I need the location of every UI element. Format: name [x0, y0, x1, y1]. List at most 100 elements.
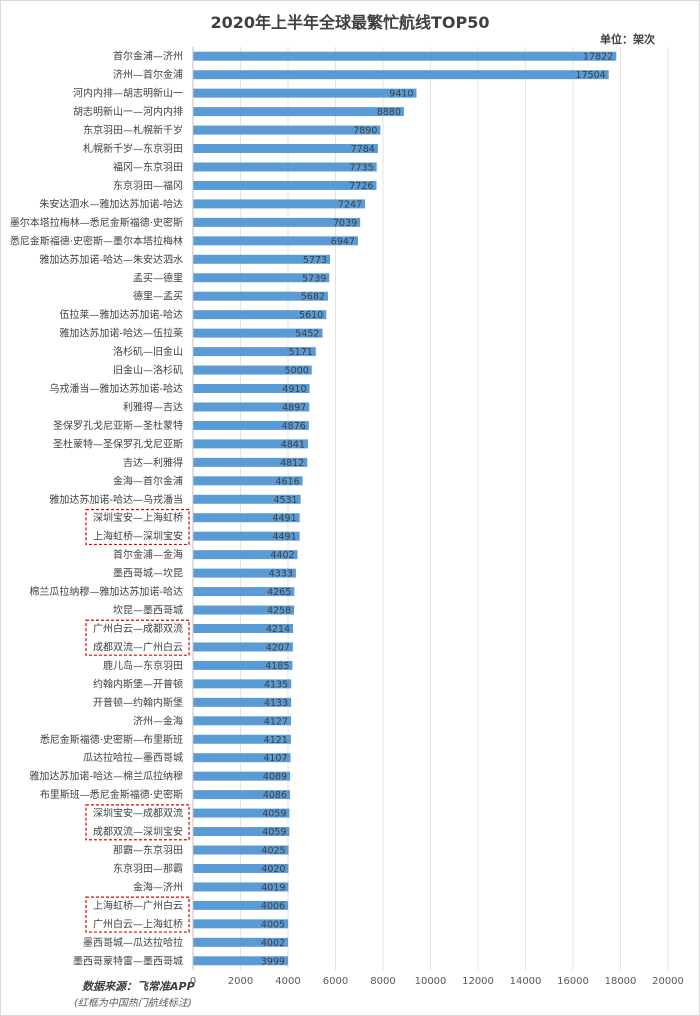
bar — [193, 900, 289, 910]
x-tick-label: 18000 — [605, 976, 637, 987]
category-label: 深圳宝安—成都双流 — [93, 807, 183, 820]
bar — [193, 845, 289, 855]
bar — [193, 494, 301, 504]
data-label: 4214 — [266, 624, 290, 635]
category-label: 乌戎潘当—雅加达苏加诺-哈达 — [49, 382, 183, 395]
category-label: 开普顿—约翰内斯堡 — [93, 696, 183, 709]
category-label: 胡志明新山一—河内内排 — [73, 105, 183, 118]
data-label: 4002 — [261, 938, 285, 949]
bar — [193, 291, 328, 301]
bar — [193, 956, 288, 966]
data-label: 4531 — [273, 495, 297, 506]
bar — [193, 790, 291, 800]
category-label: 圣杜蒙特—圣保罗孔戈尼亚斯 — [53, 437, 183, 450]
category-label: 札幌新千岁—东京羽田 — [83, 142, 183, 155]
bar — [193, 347, 316, 357]
category-label: 布里斯班—悉尼金斯福德·史密斯 — [40, 788, 183, 801]
highlight-box — [85, 619, 190, 656]
x-tick-label: 8000 — [370, 976, 395, 987]
highlight-box — [85, 508, 190, 546]
bar — [193, 107, 404, 117]
bar — [193, 365, 312, 375]
x-tick-label: 2000 — [228, 976, 253, 987]
bar — [193, 476, 303, 486]
data-label: 4133 — [264, 698, 288, 709]
data-label: 4207 — [266, 642, 290, 653]
data-label: 4258 — [267, 606, 291, 617]
bar — [193, 660, 293, 670]
bar — [193, 384, 310, 394]
bar — [193, 457, 308, 467]
data-label: 17822 — [583, 52, 613, 63]
x-tick-label: 16000 — [557, 976, 589, 987]
bar — [193, 605, 295, 615]
category-label: 悉尼金斯福德·史密斯—墨尔本塔拉梅林 — [10, 234, 183, 247]
bar — [193, 420, 309, 430]
data-label: 7784 — [351, 144, 375, 155]
category-label: 墨西哥城—瓜达拉哈拉 — [83, 936, 183, 949]
data-label: 4491 — [272, 513, 296, 524]
category-label: 济州—金海 — [133, 714, 183, 727]
category-label: 德里—孟买 — [133, 290, 183, 303]
bar — [193, 51, 617, 61]
category-label: 利雅得—吉达 — [123, 400, 183, 413]
category-label: 河内内排—胡志明新山一 — [73, 87, 183, 100]
category-label: 成都双流—广州白云 — [93, 640, 183, 653]
x-tick-label: 4000 — [275, 976, 300, 987]
data-label: 5000 — [285, 366, 309, 377]
data-label: 4020 — [261, 864, 285, 875]
category-label: 吉达—利雅得 — [123, 456, 183, 469]
chart-title: 2020年上半年全球最繁忙航线TOP50 — [210, 13, 489, 32]
bar — [193, 180, 377, 190]
category-label: 成都双流—深圳宝安 — [93, 825, 183, 838]
data-label: 4005 — [261, 919, 285, 930]
category-label: 东京羽田—那霸 — [113, 862, 183, 875]
bar — [193, 753, 291, 763]
data-label: 4841 — [281, 439, 305, 450]
bar — [193, 254, 331, 264]
data-label: 4059 — [262, 827, 286, 838]
x-tick-label: 20000 — [652, 976, 684, 987]
category-label: 墨西哥蒙特雷—墨西哥城 — [73, 954, 183, 967]
bar — [193, 623, 294, 633]
data-label: 4265 — [267, 587, 291, 598]
x-tick-label: 6000 — [323, 976, 348, 987]
data-label: 4025 — [261, 846, 285, 857]
source-label: 数据来源：飞常准APP — [82, 980, 195, 993]
category-label: 雅加达苏加诺-哈达—乌戎潘当 — [49, 493, 183, 506]
data-label: 4089 — [263, 772, 287, 783]
data-label: 4127 — [264, 716, 288, 727]
data-label: 4121 — [264, 735, 288, 746]
data-label: 5610 — [299, 310, 323, 321]
category-label: 雅加达苏加诺-哈达—棉兰瓜拉纳穆 — [29, 770, 183, 783]
bar — [193, 199, 366, 209]
bar — [193, 882, 289, 892]
category-label: 东京羽田—福冈 — [113, 179, 183, 192]
bar — [193, 144, 378, 154]
x-axis: 0 2000 4000 6000 8000 10000 12000 14000 16000 180… — [10, 47, 684, 987]
data-label: 4402 — [270, 550, 294, 561]
x-tick-label: 0 — [190, 976, 196, 987]
highlight-box — [85, 804, 190, 841]
category-label: 瓜达拉哈拉—墨西哥城 — [83, 751, 183, 764]
category-label: 悉尼金斯福德·史密斯—布里斯班 — [40, 733, 183, 746]
x-tick-label: 14000 — [510, 976, 542, 987]
bar — [193, 863, 289, 873]
category-label: 福冈—东京羽田 — [113, 160, 183, 173]
bar — [193, 808, 290, 818]
data-label: 5773 — [303, 255, 327, 266]
bar — [193, 734, 291, 744]
category-label: 济州—首尔金浦 — [113, 68, 183, 81]
bar — [193, 827, 290, 837]
category-label: 朱安达泗水—雅加达苏加诺-哈达 — [39, 197, 183, 210]
data-label: 4019 — [261, 882, 285, 893]
category-label: 鹿儿岛—东京羽田 — [103, 659, 183, 672]
category-label: 金海—济州 — [133, 880, 183, 893]
data-label: 4086 — [263, 790, 287, 801]
bar — [193, 217, 361, 227]
category-label: 深圳宝安—上海虹桥 — [93, 511, 183, 524]
category-label: 那霸—东京羽田 — [113, 844, 183, 857]
bar — [193, 513, 300, 523]
category-label: 孟买—德里 — [133, 271, 183, 284]
bar — [193, 531, 300, 541]
